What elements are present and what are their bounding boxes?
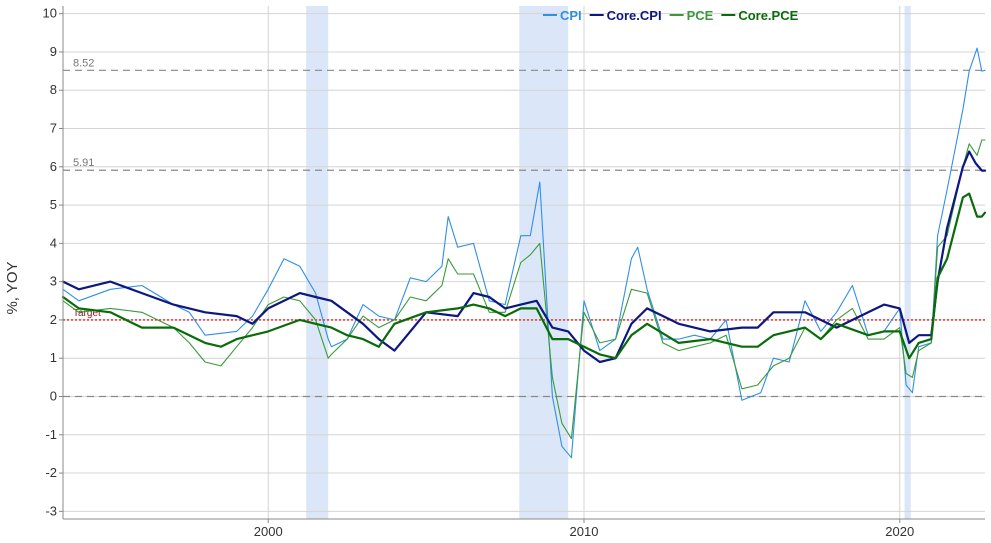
legend-item-cpi[interactable]: CPI <box>543 8 582 23</box>
y-tick-label: 10 <box>43 6 57 21</box>
x-tick-label: 2000 <box>254 524 283 539</box>
legend-item-core-cpi[interactable]: Core.CPI <box>589 8 662 23</box>
series-line-core-pce <box>61 192 987 360</box>
y-tick-label: 7 <box>50 121 57 136</box>
y-tick-label: 2 <box>50 312 57 327</box>
reference-line-label: Target <box>73 308 101 319</box>
recession-band <box>519 6 569 519</box>
recession-bands <box>306 6 911 519</box>
y-tick-label: -2 <box>45 465 57 480</box>
series-lines <box>61 47 987 459</box>
reference-line-label: 8.52 <box>73 57 94 69</box>
y-tick-label: 4 <box>50 235 57 250</box>
y-tick-label: 0 <box>50 388 57 403</box>
recession-band <box>306 6 329 519</box>
y-tick-label: 6 <box>50 159 57 174</box>
legend-item-core-pce[interactable]: Core.PCE <box>721 8 799 23</box>
reference-line-label: 5.91 <box>73 157 94 169</box>
y-tick-label: -3 <box>45 503 57 518</box>
legend-label: Core.PCE <box>738 8 798 23</box>
y-tick-label: 9 <box>50 44 57 59</box>
legend-label: CPI <box>560 8 582 23</box>
y-tick-label: 1 <box>50 350 57 365</box>
x-tick-label: 2020 <box>885 524 914 539</box>
axes: -3 -2 -1 0 1 2 3 4 5 6 7 8 9 10 2000 2010 2020 <box>43 6 985 539</box>
y-tick-label: -1 <box>45 427 57 442</box>
series-line-core-cpi <box>61 150 987 364</box>
y-tick-label: 5 <box>50 197 57 212</box>
reference-lines: 8.52 5.91 Target <box>63 57 985 398</box>
legend-label: PCE <box>687 8 714 23</box>
legend[interactable]: CPI Core.CPI PCE Core.PCE <box>543 8 799 23</box>
legend-label: Core.CPI <box>607 8 662 23</box>
x-tick-label: 2010 <box>570 524 599 539</box>
y-axis-title: %, YOY <box>4 261 21 314</box>
y-tick-label: 3 <box>50 274 57 289</box>
legend-item-pce[interactable]: PCE <box>669 8 714 23</box>
y-tick-label: 8 <box>50 82 57 97</box>
recession-band <box>904 6 911 519</box>
